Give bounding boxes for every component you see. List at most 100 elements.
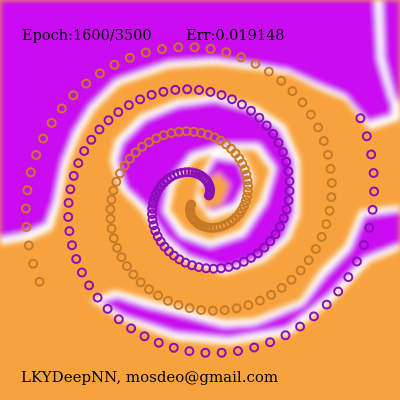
spiral-point-purple [283,166,294,177]
spiral-point-purple [147,209,157,220]
spiral-point-orange [105,204,116,215]
spiral-point-purple [148,220,159,231]
spiral-point-orange [326,178,337,188]
spiral-point-orange [111,176,122,187]
spiral-point-purple [147,214,158,225]
spiral-point-purple [343,272,354,283]
spiral-point-purple [308,311,319,322]
spiral-point-purple [281,156,292,167]
spiral-point-orange [106,223,117,234]
spiral-point-orange [303,255,314,266]
spiral-point-purple [63,197,74,208]
spiral-point-purple [139,331,150,342]
spiral-point-orange [121,261,132,272]
spiral-point-purple [148,198,158,209]
spiral-point-purple [123,100,134,111]
spiral-point-orange [31,150,42,160]
spiral-point-purple [259,242,270,253]
spiral-point-orange [23,240,34,251]
purple-region-right-core [382,0,400,104]
spiral-point-purple [270,229,281,240]
spiral-point-purple [150,225,161,236]
spiral-point-orange [151,133,162,144]
spiral-point-purple [184,346,195,357]
spiral-point-orange [305,109,316,120]
spiral-point-orange [231,303,242,314]
spiral-point-purple [355,113,366,124]
spiral-point-orange [81,78,92,89]
spiral-point-orange [124,52,135,63]
purple-bottom-right-halo [90,205,400,345]
spiral-point-purple [102,303,113,314]
spiral-point-purple [94,124,105,135]
spiral-point-orange [326,192,337,203]
spiral-point-purple [86,134,97,145]
spiral-point-orange [115,168,125,179]
spiral-point-purple [216,90,227,100]
spiral-point-purple [71,254,82,264]
spiral-point-orange [276,75,287,86]
spiral-point-orange [153,290,164,301]
spiral-point-orange [116,252,127,263]
spiral-point-purple [265,337,276,348]
author-credit: LKYDeepNN, mosdeo@gmail.com [21,368,279,386]
spiral-point-purple [158,86,169,97]
spiral-point-purple [227,94,237,105]
spiral-point-purple [182,84,193,95]
spiral-point-orange [68,90,79,101]
spiral-point-purple [249,342,260,353]
spiral-point-orange [242,175,253,186]
spiral-point-purple [73,158,84,169]
spiral-point-purple [76,267,87,278]
spiral-point-purple [233,346,243,356]
spiral-point-orange [105,213,116,224]
spiral-point-purple [200,347,211,358]
spiral-point-purple [278,213,289,224]
spiral-point-purple [151,189,162,199]
spiral-point-orange [196,305,206,315]
spiral-point-orange [313,122,324,133]
purple-arm-core [117,101,294,269]
spiral-point-orange [263,66,274,77]
spiral-point-purple [321,299,332,310]
spiral-markers-purple [63,84,380,358]
spiral-point-purple [265,236,276,247]
spiral-point-purple [284,185,295,196]
spiral-point-orange [297,97,308,108]
spiral-point-orange [276,282,287,293]
spiral-point-orange [28,258,39,269]
spiral-point-purple [113,107,124,118]
spiral-point-purple [147,203,158,214]
spiral-point-purple [64,226,75,237]
spiral-point-orange [106,194,117,205]
spiral-point-purple [146,89,157,100]
spiral-point-orange [221,47,232,58]
decision-regions [0,0,400,345]
spiral-point-orange [250,58,261,69]
epoch-counter: Epoch:1600/3500 [22,28,152,44]
spiral-point-orange [295,265,306,276]
spiral-point-purple [135,94,146,105]
spiral-point-purple [261,120,272,131]
spiral-point-purple [361,131,372,142]
error-readout: Err:0.019148 [186,28,285,44]
spiral-point-orange [46,117,57,128]
spiral-point-orange [112,242,123,253]
spiral-point-orange [242,191,252,202]
spiral-point-orange [108,233,119,244]
spiral-point-purple [63,212,74,222]
spiral-point-orange [240,196,251,207]
spiral-point-purple [358,240,369,250]
spiral-point-orange [94,68,105,79]
spiral-point-orange [163,295,173,306]
spiral-point-purple [281,204,292,215]
spiral-point-purple [283,195,294,206]
spiral-point-orange [173,42,184,53]
spiral-point-orange [130,147,141,158]
spiral-point-purple [369,186,380,197]
spiral-point-orange [38,133,49,144]
spiral-point-orange [316,231,327,242]
spiral-point-orange [219,305,230,316]
